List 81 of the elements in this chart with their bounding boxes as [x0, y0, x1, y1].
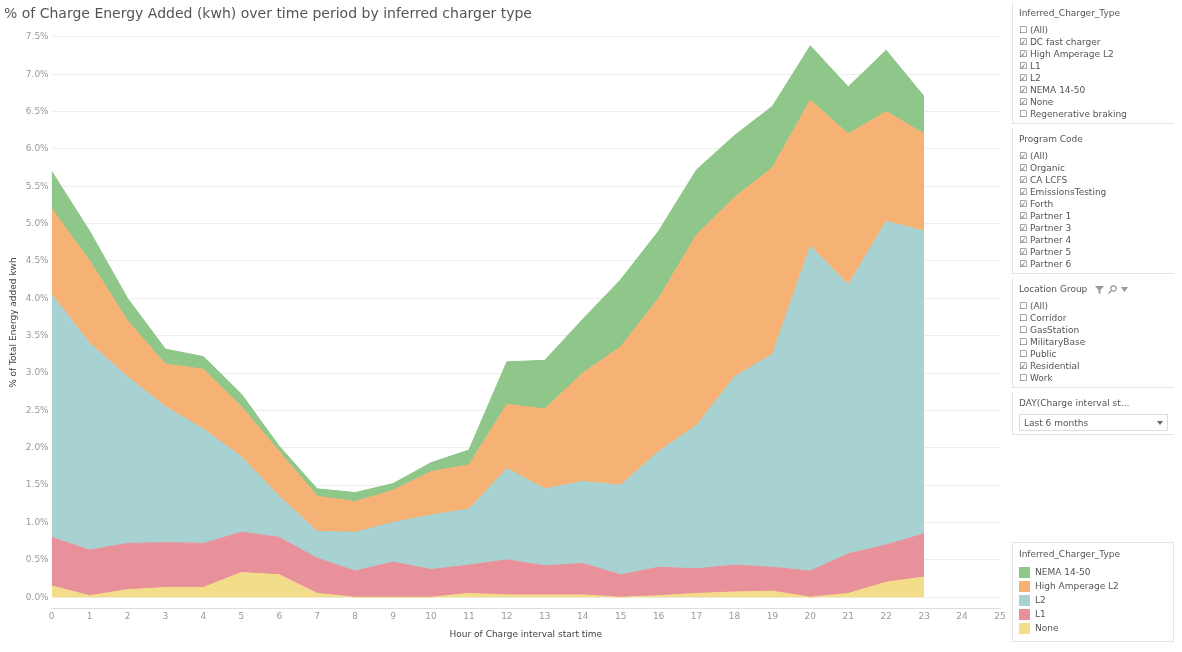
text: ☑ L2: [1019, 72, 1042, 84]
chart-title: % of Charge Energy Added (kwh) over time period by inferred charger type: [4, 5, 532, 22]
legend-title: Inferred_Charger_Type: [1019, 549, 1122, 559]
x-tick-label: 10: [425, 611, 437, 622]
x-tick-label: 14: [577, 611, 589, 622]
legend-label: High Amperage L2: [1035, 581, 1119, 591]
text: ☑ CA LCFS: [1019, 174, 1069, 186]
x-tick-label: 9: [390, 611, 397, 622]
x-tick-label: 22: [880, 611, 892, 622]
x-tick-label: 6: [276, 611, 283, 622]
y-tick-label: 2.5%: [25, 404, 50, 415]
x-tick-label: 24: [956, 611, 969, 622]
x-tick-label: 20: [804, 611, 817, 622]
y-tick-label: 3.0%: [25, 367, 50, 378]
text: ☑ Forth: [1019, 198, 1055, 210]
text: DAY(Charge interval st...: [1019, 398, 1130, 408]
y-tick-label: 2.0%: [25, 442, 50, 453]
text: Location Group: [1019, 284, 1088, 294]
x-tick-label: 0: [48, 611, 55, 622]
text: ☐ Corridor: [1019, 312, 1068, 324]
text: ☑ NEMA 14-50: [1019, 84, 1087, 96]
x-tick-label: 16: [652, 611, 665, 622]
x-tick-label: 15: [614, 611, 627, 622]
x-tick-label: 25: [994, 611, 1006, 622]
text: ☑ Partner 3: [1019, 222, 1073, 234]
text: ☐ Public: [1019, 348, 1058, 360]
x-tick-label: 5: [238, 611, 245, 622]
legend-label: L2: [1035, 595, 1046, 605]
y-tick-label: 0.0%: [25, 591, 50, 602]
x-tick-label: 4: [200, 611, 207, 622]
text: ☑ DC fast charger: [1019, 36, 1102, 48]
legend-label: NEMA 14-50: [1035, 567, 1091, 577]
text: ☐ (All): [1019, 24, 1050, 36]
x-tick-label: 19: [766, 611, 779, 622]
y-tick-label: 6.0%: [25, 143, 50, 154]
y-tick-label: 3.5%: [25, 330, 50, 341]
x-tick-label: 8: [352, 611, 359, 622]
y-tick-label: 0.5%: [25, 554, 50, 565]
x-tick-label: 23: [918, 611, 930, 622]
text: Program Code: [1019, 134, 1083, 144]
x-tick-label: 21: [842, 611, 854, 622]
legend-label: None: [1035, 623, 1059, 633]
y-tick-label: 7.0%: [25, 68, 50, 79]
x-tick-label: 7: [314, 611, 321, 622]
text: ☐ Regenerative braking: [1019, 108, 1128, 120]
x-tick-label: 13: [539, 611, 551, 622]
y-tick-label: 6.5%: [25, 105, 50, 116]
y-tick-label: 7.5%: [25, 31, 50, 42]
x-tick-label: 2: [124, 611, 131, 622]
text: ☑ L1: [1019, 60, 1042, 72]
x-tick-label: 12: [501, 611, 513, 622]
x-tick-label: 18: [728, 611, 741, 622]
text: ☑ Organic: [1019, 162, 1066, 174]
text: ☑ Partner 4: [1019, 234, 1073, 246]
y-tick-label: 5.5%: [25, 180, 50, 191]
text: ☐ MilitaryBase: [1019, 336, 1087, 348]
text: Inferred_Charger_Type: [1019, 8, 1121, 18]
y-tick-label: 4.5%: [25, 255, 50, 266]
text: ☐ GasStation: [1019, 324, 1081, 336]
text: ☐ Work: [1019, 372, 1054, 384]
text: Last 6 months: [1024, 417, 1089, 428]
text: ☑ EmissionsTesting: [1019, 186, 1108, 198]
y-tick-label: 5.0%: [25, 217, 50, 228]
text: ☑ Residential: [1019, 360, 1081, 372]
x-axis-title: Hour of Charge interval start time: [449, 628, 603, 639]
text: ☐ (All): [1019, 300, 1050, 312]
text: ☑ None: [1019, 96, 1055, 108]
y-tick-label: 4.0%: [25, 292, 50, 303]
legend-label: L1: [1035, 609, 1046, 619]
y-tick-label: 1.0%: [25, 516, 50, 527]
text: ☑ Partner 5: [1019, 246, 1073, 258]
x-tick-label: 1: [86, 611, 93, 622]
text: ☑ Partner 1: [1019, 210, 1073, 222]
y-tick-label: 1.5%: [25, 479, 50, 490]
text: ☑ Partner 6: [1019, 258, 1073, 270]
y-axis-title: % of Total Energy added kwh: [7, 257, 18, 388]
x-tick-label: 11: [463, 611, 475, 622]
text: ☑ High Amperage L2: [1019, 48, 1115, 60]
x-tick-label: 3: [162, 611, 169, 622]
x-tick-label: 17: [690, 611, 703, 622]
text: ☑ (All): [1019, 150, 1050, 162]
